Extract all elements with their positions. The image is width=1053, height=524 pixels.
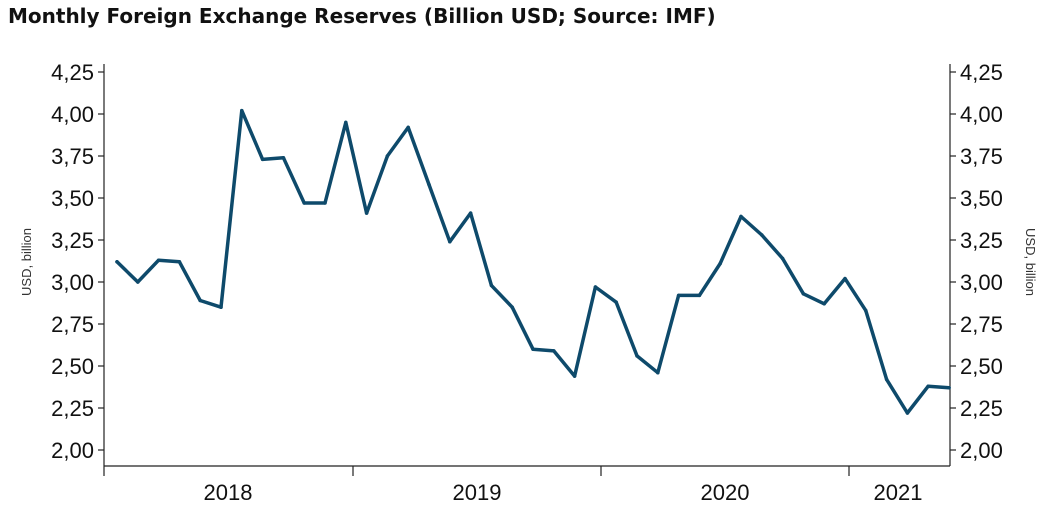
y-tick-label-right: 3,00 [960,270,1003,295]
y-tick-label-left: 3,00 [51,270,94,295]
y-tick-label-left: 4,00 [51,102,94,127]
y-tick-label-right: 3,25 [960,228,1003,253]
y-tick-label-right: 2,50 [960,354,1003,379]
y-tick-label-right: 3,50 [960,186,1003,211]
data-point [635,354,639,358]
data-point [510,305,514,309]
y-tick-label-left: 3,75 [51,144,94,169]
data-point [531,347,535,351]
chart-title: Monthly Foreign Exchange Reserves (Billi… [8,4,716,28]
data-point [801,292,806,296]
data-point [406,125,410,130]
y-tick-label-left: 4,25 [51,60,94,85]
y-tick-label-left: 2,50 [51,354,94,379]
y-tick-label-right: 2,75 [960,312,1003,337]
x-tick-label: 2019 [453,480,502,505]
data-point [219,305,223,309]
y-tick-label-right: 4,00 [960,102,1003,127]
y-tick-label-right: 3,75 [960,144,1003,169]
y-axis-left-ticks: 2,00 2,25 2,50 2,75 3,00 3,25 3,50 3,75 4,00 4,25 [51,60,104,463]
series-line [115,108,951,415]
data-point [718,261,722,266]
data-point [240,108,244,113]
y-tick-label-left: 2,75 [51,312,94,337]
data-point [697,293,702,298]
y-tick-label-right: 2,00 [960,438,1003,463]
data-point [260,157,265,162]
y-tick-label-left: 3,25 [51,228,94,253]
data-point [947,386,951,390]
data-point [115,260,119,264]
data-point [780,256,785,261]
data-point [926,384,930,388]
y-tick-label-left: 2,00 [51,438,94,463]
y-tick-label-left: 3,50 [51,186,94,211]
data-point [136,280,140,284]
x-tick-label: 2018 [204,480,253,505]
data-point [489,283,494,288]
y-axis-label-left: USD, billion [19,228,34,296]
axes [103,64,951,467]
y-tick-label-right: 4,25 [960,60,1003,85]
y-axis-right-ticks: 2,00 2,25 2,50 2,75 3,00 3,25 3,50 3,75 4,00 4,25 [950,60,1003,463]
data-point [614,300,618,304]
y-tick-label-left: 2,25 [51,396,94,421]
y-axis-label-right: USD, billion [1023,228,1038,296]
data-point [676,293,681,298]
data-point [822,302,826,306]
data-point [177,260,182,264]
data-point [552,349,556,353]
data-point [448,239,452,244]
data-point [323,201,327,205]
data-point [427,182,431,187]
data-point [572,374,577,378]
data-point [905,411,910,415]
data-point [739,214,743,219]
data-point [884,377,889,382]
data-point [364,211,369,215]
y-tick-label-right: 2,25 [960,396,1003,421]
x-axis-ticks: 2018 2019 2020 2021 [103,466,923,505]
data-point [593,285,598,289]
data-point [385,154,390,158]
data-point [843,276,847,281]
x-tick-label: 2021 [874,480,923,505]
data-point [656,370,660,375]
data-points [115,108,951,415]
data-point [864,308,868,313]
data-point [281,155,286,160]
data-point [344,120,348,125]
x-tick-label: 2020 [701,480,750,505]
data-point [198,298,202,303]
data-point [156,258,161,262]
data-point [302,201,306,205]
data-point [468,211,473,215]
data-point [760,233,764,237]
